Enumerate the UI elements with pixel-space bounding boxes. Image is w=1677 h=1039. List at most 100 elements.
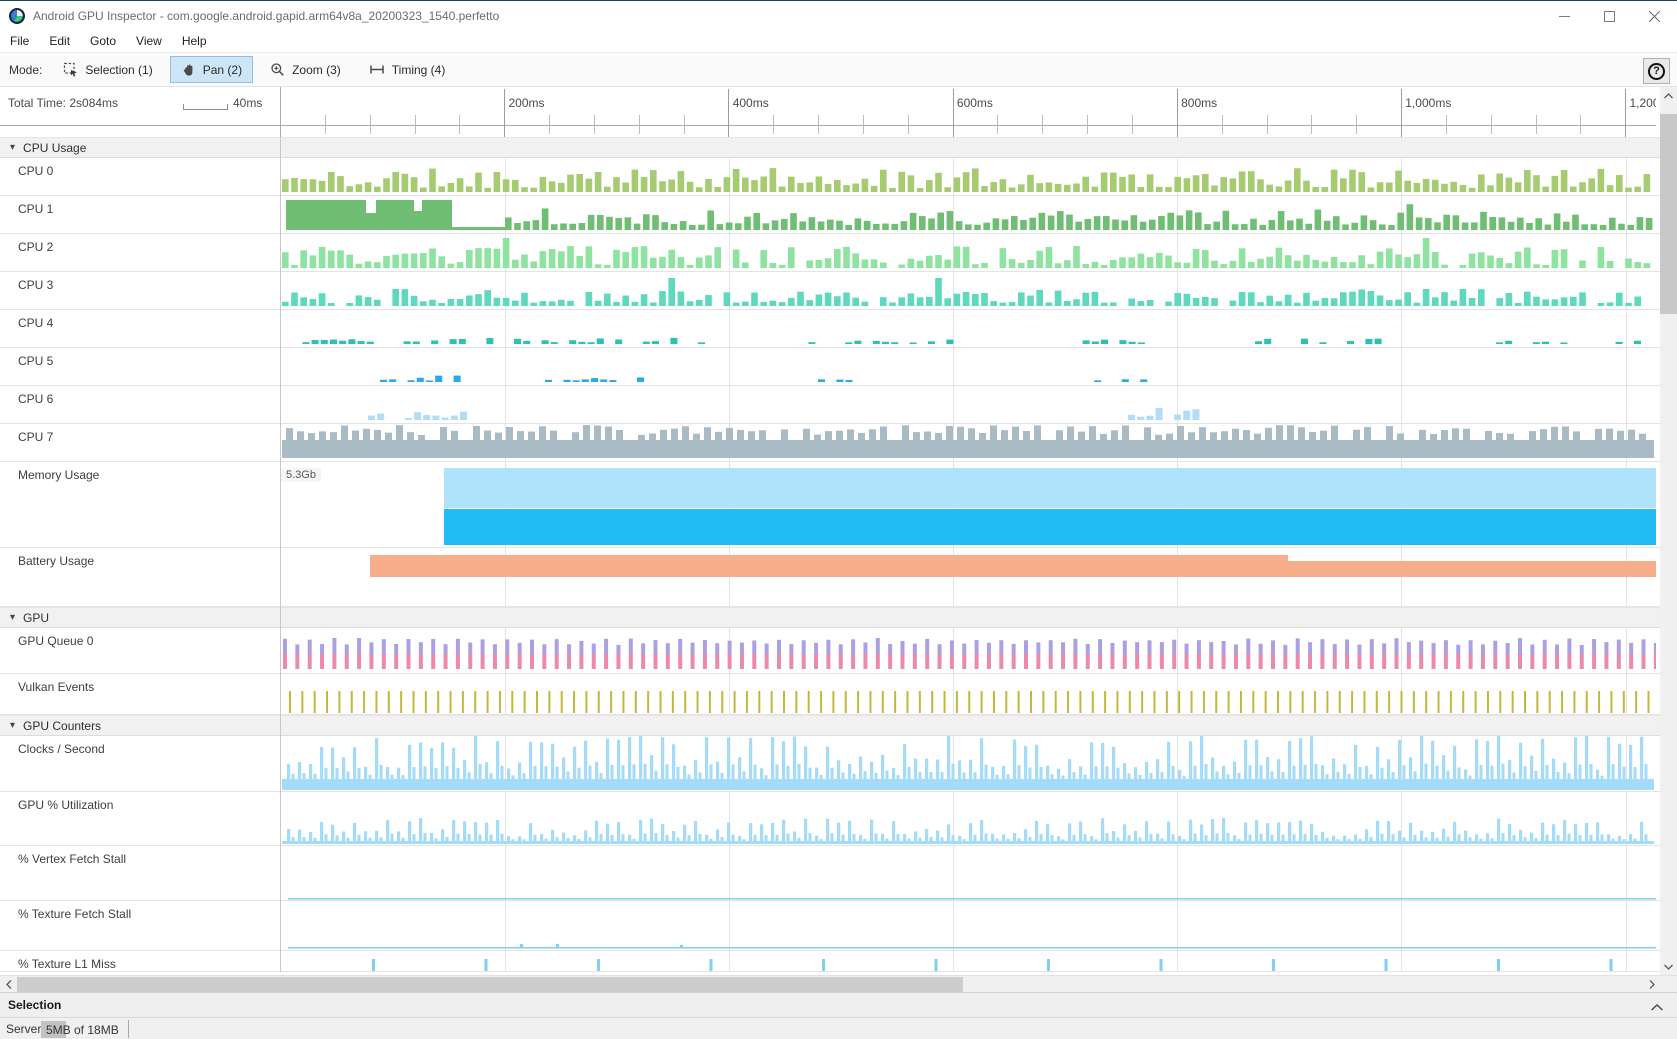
ruler-minor-tick	[1132, 115, 1133, 134]
ruler-major-tick	[1176, 89, 1178, 137]
cpu-4-chart[interactable]	[280, 310, 1656, 347]
track-row-gpu-utilization[interactable]: GPU % Utilization	[0, 792, 1660, 846]
track-row-vulkan-events[interactable]: Vulkan Events	[0, 674, 1660, 715]
menu-edit[interactable]: Edit	[49, 34, 71, 48]
gpu-queue-0-chart[interactable]	[280, 628, 1656, 673]
maximize-button[interactable]	[1587, 1, 1632, 31]
track-label[interactable]: CPU 6	[18, 392, 54, 406]
help-button[interactable]: ?	[1643, 58, 1670, 84]
zoom-mode-button[interactable]: Zoom (3)	[259, 56, 352, 83]
selection-icon	[64, 62, 78, 77]
menu-help[interactable]: Help	[181, 34, 207, 48]
ruler-label-1-200ms: 1,200ms	[1629, 96, 1657, 110]
track-row-clocks-second[interactable]: Clocks / Second	[0, 736, 1660, 792]
menu-file[interactable]: File	[10, 34, 30, 48]
section-header-gpu-counters[interactable]: ▾ GPU Counters	[0, 715, 1660, 736]
track-row-gpu-queue-0[interactable]: GPU Queue 0	[0, 628, 1660, 674]
collapse-triangle-icon[interactable]: ▾	[10, 612, 16, 623]
cpu-7-chart[interactable]	[280, 424, 1656, 461]
close-button[interactable]	[1632, 1, 1677, 31]
pan-mode-label: Pan (2)	[202, 62, 243, 77]
track-row-cpu-4[interactable]: CPU 4	[0, 310, 1660, 348]
track-row-cpu-2[interactable]: CPU 2	[0, 234, 1660, 272]
ruler-minor-tick	[1221, 115, 1223, 134]
texture-fetch-stall-chart[interactable]	[280, 901, 1656, 950]
track-row-vertex-fetch-stall[interactable]: % Vertex Fetch Stall	[0, 846, 1660, 901]
pan-mode-button[interactable]: Pan (2)	[169, 56, 254, 83]
chevron-down-icon[interactable]	[1660, 958, 1677, 975]
track-label[interactable]: % Texture L1 Miss	[18, 957, 116, 971]
timeline-ruler[interactable]: Total Time: 2s084ms 40ms 200ms 400ms 600ms…	[0, 87, 1656, 137]
ruler-minor-tick	[818, 115, 820, 134]
horizontal-scrollbar-thumb[interactable]	[17, 977, 963, 992]
collapse-triangle-icon[interactable]: ▾	[10, 720, 16, 731]
track-label[interactable]: Vulkan Events	[18, 680, 95, 694]
cpu-0-chart[interactable]	[280, 158, 1656, 195]
track-row-cpu-6[interactable]: CPU 6	[0, 386, 1660, 424]
track-label[interactable]: CPU 0	[18, 164, 54, 178]
texture-l1-miss-chart[interactable]	[280, 951, 1656, 971]
ruler-minor-tick	[593, 115, 595, 134]
ruler-major-tick	[504, 89, 506, 137]
ruler-major-tick	[1625, 89, 1627, 137]
gpu-utilization-chart[interactable]	[280, 792, 1656, 845]
track-row-cpu-0[interactable]: CPU 0	[0, 158, 1660, 196]
cpu-6-chart[interactable]	[280, 386, 1656, 423]
track-label[interactable]: CPU 7	[18, 430, 54, 444]
cpu-5-chart[interactable]	[280, 348, 1656, 385]
battery-usage-chart[interactable]	[280, 548, 1656, 606]
track-row-texture-l1-miss[interactable]: % Texture L1 Miss	[0, 951, 1660, 972]
track-row-texture-fetch-stall[interactable]: % Texture Fetch Stall	[0, 901, 1660, 951]
ruler-major-tick	[1401, 89, 1402, 137]
track-label[interactable]: CPU 5	[18, 354, 54, 368]
chevron-up-icon[interactable]	[1651, 1000, 1663, 1014]
menu-view[interactable]: View	[136, 34, 162, 48]
ruler-minor-tick	[324, 115, 326, 134]
chevron-up-icon[interactable]	[1660, 87, 1677, 104]
ruler-minor-tick	[459, 115, 461, 134]
track-row-cpu-3[interactable]: CPU 3	[0, 272, 1660, 310]
horizontal-scrollbar[interactable]	[0, 975, 1677, 992]
track-row-battery-usage[interactable]: Battery Usage	[0, 548, 1660, 607]
track-label[interactable]: GPU Queue 0	[18, 634, 94, 648]
server-memory-progress-fill	[41, 1021, 66, 1038]
cpu-2-chart[interactable]	[280, 234, 1656, 271]
chevron-left-icon[interactable]	[0, 976, 17, 993]
track-row-cpu-7[interactable]: CPU 7	[0, 424, 1660, 462]
section-header-gpu[interactable]: ▾ GPU	[0, 607, 1660, 628]
selection-mode-button[interactable]: Selection (1)	[52, 56, 163, 83]
track-label[interactable]: Clocks / Second	[18, 742, 105, 756]
timing-mode-button[interactable]: Timing (4)	[358, 56, 457, 83]
chevron-right-icon[interactable]	[1643, 976, 1660, 993]
cpu-3-chart[interactable]	[280, 272, 1656, 309]
cpu-1-chart[interactable]	[280, 196, 1656, 233]
memory-usage-chart[interactable]	[280, 462, 1656, 547]
track-label[interactable]: % Texture Fetch Stall	[18, 907, 132, 921]
track-label[interactable]: Battery Usage	[18, 554, 95, 568]
track-label[interactable]: GPU % Utilization	[18, 798, 114, 812]
vertical-scrollbar[interactable]	[1660, 87, 1677, 975]
track-row-memory-usage[interactable]: Memory Usage 5.3Gb	[0, 462, 1660, 548]
track-label[interactable]: CPU 4	[18, 316, 54, 330]
ruler-label-400ms: 400ms	[732, 96, 769, 110]
vertical-scrollbar-thumb[interactable]	[1660, 114, 1677, 314]
track-row-cpu-5[interactable]: CPU 5	[0, 348, 1660, 386]
ruler-divider	[0, 125, 1656, 126]
timeline-tracks[interactable]: ▾ CPU Usage CPU 0 CPU 1 CPU 2 CPU 3 CPU 4 CPU 5…	[0, 137, 1660, 972]
track-label[interactable]: % Vertex Fetch Stall	[18, 852, 127, 866]
clocks-second-chart[interactable]	[280, 736, 1656, 791]
ruler-minor-tick	[1445, 115, 1447, 134]
vertex-fetch-stall-chart[interactable]	[280, 846, 1656, 900]
collapse-triangle-icon[interactable]: ▾	[10, 142, 16, 153]
track-label[interactable]: Memory Usage	[18, 468, 100, 482]
track-label[interactable]: CPU 2	[18, 240, 54, 254]
vulkan-events-chart[interactable]	[280, 674, 1656, 714]
ruler-minor-tick	[683, 115, 685, 134]
section-header-cpu-usage[interactable]: ▾ CPU Usage	[0, 137, 1660, 158]
server-memory-usage: 5MB of 18MB	[46, 1023, 119, 1037]
track-row-cpu-1[interactable]: CPU 1	[0, 196, 1660, 234]
menu-goto[interactable]: Goto	[90, 34, 117, 48]
track-label[interactable]: CPU 3	[18, 278, 54, 292]
track-label[interactable]: CPU 1	[18, 202, 54, 216]
minimize-button[interactable]	[1542, 1, 1587, 31]
